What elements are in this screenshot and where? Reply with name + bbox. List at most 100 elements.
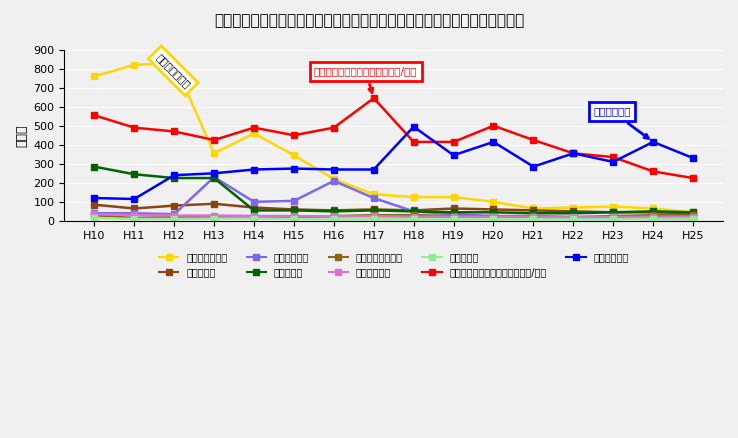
- カンピロバクター・ジェジュニ/コリ: [410, 139, 418, 145]
- 腸管出血性大腸菌: [609, 213, 618, 219]
- Line: サルモネラ菌症: サルモネラ菌症: [92, 60, 696, 215]
- ブドウ球菌: [210, 201, 218, 206]
- ブドウ球菌: [609, 210, 618, 215]
- ウエルシュ菌: [90, 212, 99, 217]
- ノロウイルス: [649, 139, 658, 145]
- カンピロバクター・ジェジュニ/コリ: [529, 138, 538, 143]
- ウエルシュ菌: [609, 215, 618, 220]
- 病原大腸菌: [449, 210, 458, 215]
- サルモネラ菌症: [289, 152, 298, 158]
- ブドウ球菌: [369, 207, 378, 212]
- ノロウイルス: [289, 166, 298, 171]
- ノロウイルス: [449, 152, 458, 158]
- Line: ブドウ球菌: ブドウ球菌: [92, 201, 696, 216]
- サルモネラ菌症: [210, 151, 218, 156]
- 病原大腸菌: [529, 211, 538, 216]
- セレウス菌: [249, 216, 258, 221]
- 腸炎ビブリオ: [369, 195, 378, 201]
- 病原大腸菌: [369, 208, 378, 213]
- ウエルシュ菌: [529, 214, 538, 219]
- 腸炎ビブリオ: [569, 215, 578, 221]
- Line: ノロウイルス: ノロウイルス: [92, 124, 696, 202]
- ノロウイルス: [329, 167, 338, 172]
- ノロウイルス: [529, 164, 538, 169]
- ノロウイルス: [210, 171, 218, 176]
- ノロウイルス: [569, 151, 578, 156]
- サルモネラ菌症: [170, 60, 179, 66]
- ウエルシュ菌: [689, 214, 697, 219]
- 腸管出血性大腸菌: [649, 212, 658, 218]
- ノロウイルス: [170, 173, 179, 178]
- 腸炎ビブリオ: [329, 178, 338, 184]
- サルモネラ菌症: [449, 194, 458, 200]
- サルモネラ菌症: [489, 199, 498, 205]
- カンピロバクター・ジェジュニ/コリ: [449, 139, 458, 145]
- ノロウイルス: [369, 167, 378, 172]
- 腸管出血性大腸菌: [569, 215, 578, 220]
- 病原大腸菌: [130, 172, 139, 177]
- サルモネラ菌症: [90, 74, 99, 79]
- Line: 腸炎ビブリオ: 腸炎ビブリオ: [92, 174, 696, 222]
- セレウス菌: [449, 217, 458, 222]
- ノロウイルス: [689, 155, 697, 161]
- ノロウイルス: [90, 195, 99, 201]
- サルモネラ菌症: [369, 191, 378, 197]
- カンピロバクター・ジェジュニ/コリ: [249, 125, 258, 130]
- ノロウイルス: [609, 159, 618, 165]
- ブドウ球菌: [130, 206, 139, 211]
- 病原大腸菌: [329, 209, 338, 214]
- サルモネラ菌症: [569, 205, 578, 210]
- 腸炎ビブリオ: [249, 199, 258, 205]
- 病原大腸菌: [289, 208, 298, 213]
- Legend: サルモネラ菌症, ブドウ球菌, 腸炎ビブリオ, 病原大腸菌, 腸管出血性大腸菌, ウエルシュ菌, セレウス菌, カンピロバクター・ジェジュニ/コリ, ノロウイル: サルモネラ菌症, ブドウ球菌, 腸炎ビブリオ, 病原大腸菌, 腸管出血性大腸菌,…: [155, 248, 632, 281]
- ブドウ球菌: [289, 207, 298, 212]
- ノロウイルス: [249, 167, 258, 172]
- サルモネラ菌症: [130, 62, 139, 67]
- セレウス菌: [289, 216, 298, 222]
- カンピロバクター・ジェジュニ/コリ: [369, 95, 378, 101]
- 腸炎ビブリオ: [170, 212, 179, 217]
- ウエルシュ菌: [329, 214, 338, 219]
- Line: ウエルシュ菌: ウエルシュ菌: [92, 212, 696, 220]
- カンピロバクター・ジェジュニ/コリ: [649, 169, 658, 174]
- ウエルシュ菌: [369, 214, 378, 219]
- 腸炎ビブリオ: [449, 212, 458, 217]
- ウエルシュ菌: [210, 213, 218, 218]
- 腸炎ビブリオ: [649, 216, 658, 222]
- カンピロバクター・ジェジュニ/コリ: [329, 125, 338, 130]
- セレウス菌: [609, 217, 618, 222]
- 病原大腸菌: [489, 210, 498, 215]
- 病原大腸菌: [90, 164, 99, 169]
- ブドウ球菌: [689, 211, 697, 216]
- カンピロバクター・ジェジュニ/コリ: [609, 155, 618, 160]
- 腸管出血性大腸菌: [130, 215, 139, 221]
- セレウス菌: [369, 217, 378, 222]
- ウエルシュ菌: [489, 214, 498, 219]
- カンピロバクター・ジェジュニ/コリ: [90, 113, 99, 118]
- Text: サルモネラ菌症: サルモネラ菌症: [154, 52, 192, 90]
- 病原大腸菌: [689, 210, 697, 215]
- サルモネラ菌症: [609, 204, 618, 209]
- セレウス菌: [170, 216, 179, 222]
- 腸炎ビブリオ: [90, 211, 99, 216]
- Text: ノロウイルス: ノロウイルス: [593, 106, 649, 138]
- 病原大腸菌: [249, 208, 258, 213]
- サルモネラ菌症: [329, 177, 338, 182]
- Text: 細菌性食中毒の病因物質別発生状況（全国）　厚生労働省　食中毒統計より: 細菌性食中毒の病因物質別発生状況（全国） 厚生労働省 食中毒統計より: [214, 13, 524, 28]
- ブドウ球菌: [569, 209, 578, 214]
- 腸管出血性大腸菌: [529, 213, 538, 219]
- セレウス菌: [90, 215, 99, 221]
- 腸炎ビブリオ: [289, 198, 298, 204]
- セレウス菌: [130, 216, 139, 222]
- カンピロバクター・ジェジュニ/コリ: [689, 176, 697, 181]
- Line: カンピロバクター・ジェジュニ/コリ: カンピロバクター・ジェジュニ/コリ: [92, 95, 696, 181]
- ブドウ球菌: [449, 206, 458, 211]
- ウエルシュ菌: [649, 214, 658, 219]
- セレウス菌: [210, 216, 218, 221]
- 腸管出血性大腸菌: [170, 215, 179, 220]
- 腸炎ビブリオ: [210, 174, 218, 180]
- ウエルシュ菌: [249, 213, 258, 219]
- セレウス菌: [569, 217, 578, 222]
- ウエルシュ菌: [569, 215, 578, 220]
- 病原大腸菌: [649, 209, 658, 214]
